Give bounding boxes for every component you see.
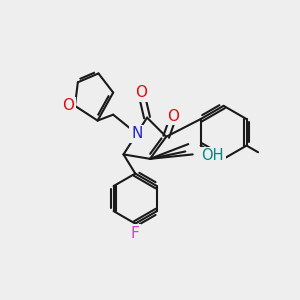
Text: O: O	[135, 85, 147, 100]
Text: O: O	[62, 98, 74, 113]
Text: OH: OH	[202, 148, 224, 164]
Text: N: N	[131, 126, 142, 141]
Text: F: F	[131, 226, 140, 241]
Text: O: O	[168, 109, 180, 124]
